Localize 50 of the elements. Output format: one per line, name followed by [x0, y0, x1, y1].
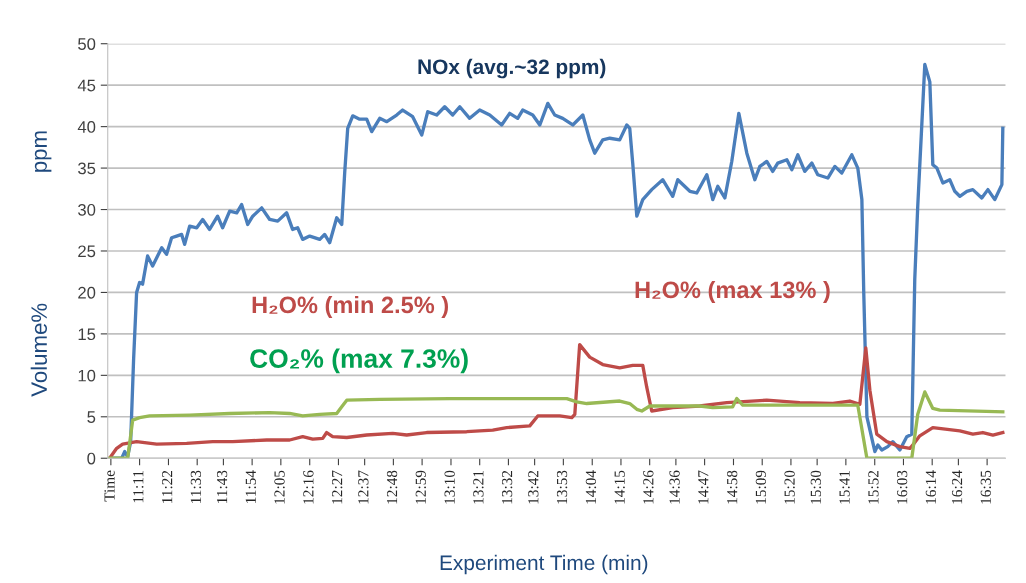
y-tick-label: 50	[78, 38, 96, 50]
x-tick-label: 11:22	[162, 470, 173, 503]
x-tick-label: 15:30	[810, 470, 822, 504]
x-tick-label: 15:20	[784, 470, 795, 504]
x-axis-title: Experiment Time (min)	[440, 554, 648, 575]
x-tick-label: 14:15	[614, 470, 625, 504]
x-tick-label: 16:14	[925, 470, 937, 504]
x-tick-label: 11:43	[216, 470, 228, 503]
x-tick-label: 13:10	[444, 470, 455, 504]
x-tick-label: 15:09	[755, 470, 767, 504]
text: Volume%	[30, 303, 48, 397]
x-tick-label: 16:24	[951, 470, 963, 504]
x-tick-label: 12:48	[386, 470, 398, 504]
x-tick-label: 13:42	[528, 470, 539, 504]
y-tick-label: 40	[77, 121, 96, 133]
x-tick-label: 13:32	[501, 470, 513, 504]
y-tick-label: 45	[77, 79, 96, 92]
x-tick-label: 14:26	[643, 470, 654, 504]
x-tick-label: 12:05	[274, 470, 285, 504]
x-tick-label: 11:11	[133, 470, 144, 503]
x-tick-label: 14:36	[669, 470, 680, 504]
series-label: CO₂% (max 7.3%)	[250, 348, 468, 374]
x-tick-label: 15:41	[839, 470, 850, 504]
x-tick-label: 11:54	[245, 470, 257, 503]
y-axis-title: ppm	[34, 131, 52, 172]
annotation: H₂O% (max 13% )	[635, 280, 830, 303]
x-tick-label: 14:58	[727, 470, 738, 504]
x-tick-label: 14:04	[585, 470, 597, 504]
x-tick-label: 12:16	[303, 470, 314, 504]
y-tick-label: 20	[78, 286, 96, 299]
y-tick-label: 10	[78, 369, 96, 382]
x-tick-label: 13:53	[556, 470, 568, 504]
text: H₂O% (min 2.5% )	[252, 295, 448, 318]
x-tick-label: 12:37	[358, 470, 369, 504]
y-tick-label: 25	[78, 245, 96, 258]
x-tick-label: 12:27	[332, 470, 343, 504]
x-tick-label: 14:47	[698, 470, 709, 504]
y-tick-label: 35	[78, 162, 96, 175]
y-tick-label: 5	[87, 411, 96, 423]
y-tick-label: 0	[87, 452, 96, 465]
x-tick-label: Time	[104, 470, 115, 502]
x-tick-label: 16:03	[896, 470, 908, 504]
y-tick-label: 30	[78, 203, 96, 216]
x-tick-label: 11:33	[190, 470, 202, 503]
x-tick-label: 12:59	[415, 470, 426, 504]
x-tick-label: 15:52	[868, 470, 879, 504]
x-tick-label: 13:21	[473, 470, 484, 504]
series-label: NOx (avg.~32 ppm)	[418, 58, 606, 79]
y-tick-label: 15	[78, 328, 96, 341]
x-tick-label: 16:35	[980, 470, 992, 504]
